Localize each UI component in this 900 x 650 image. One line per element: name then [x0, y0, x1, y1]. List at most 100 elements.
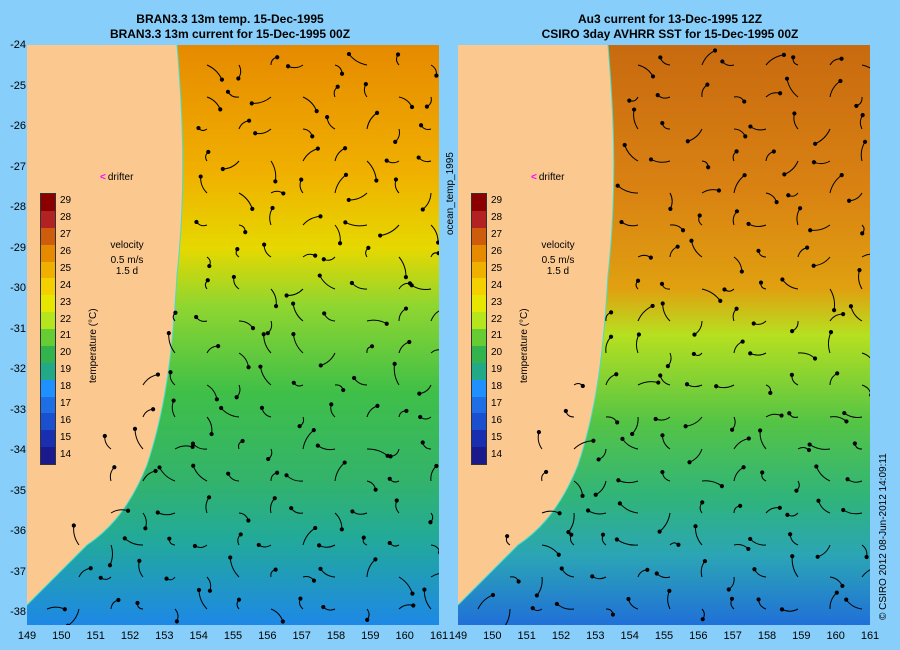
current-vector-head — [191, 463, 196, 468]
current-vector-head — [794, 488, 799, 493]
current-vector-head — [394, 498, 399, 503]
current-vector-head — [435, 240, 439, 245]
current-vector-head — [835, 371, 840, 376]
lon-tick-label: 152 — [120, 630, 140, 642]
current-vector-head — [734, 306, 739, 311]
current-vector-head — [530, 606, 535, 611]
current-vector-head — [231, 274, 236, 280]
lon-tick-label: 158 — [326, 630, 346, 642]
current-vector-head — [668, 206, 673, 211]
current-vector-head — [845, 477, 850, 482]
current-vector-head — [842, 410, 847, 416]
current-vector-head — [738, 503, 743, 508]
current-vector-head — [404, 408, 409, 414]
color-legend-right: 29 28 27 26 25 24 23 22 21 20 19 18 17 16 15 14 tempera… — [471, 193, 561, 473]
current-vector-head — [722, 287, 727, 292]
current-vector-head — [739, 269, 744, 274]
lon-tick-label: 158 — [757, 630, 777, 642]
legend-tick-label: 18 — [60, 381, 72, 393]
current-vector-head — [658, 373, 663, 378]
lon-tick-label: 160 — [826, 630, 845, 642]
lon-tick-label: 153 — [155, 630, 174, 642]
current-vector-head — [434, 73, 439, 78]
legend-tick-label: 25 — [60, 262, 72, 274]
lon-tick-label: 154 — [189, 630, 208, 642]
current-vector-head — [220, 166, 225, 172]
current-vector-head — [700, 617, 705, 622]
current-vector-head — [813, 141, 818, 146]
legend-tick-label: 20 — [491, 347, 503, 359]
current-vector-head — [155, 372, 161, 377]
current-vector-head — [342, 460, 347, 465]
legend-tick-label: 27 — [491, 229, 503, 241]
current-vector-head — [840, 583, 845, 589]
current-vector-head — [411, 603, 416, 608]
current-vector-head — [834, 590, 839, 595]
current-vector-head — [240, 438, 245, 444]
current-vector-head — [777, 505, 782, 510]
colorbar — [40, 193, 56, 465]
current-vector-head — [71, 523, 76, 528]
current-vector-head — [329, 402, 334, 407]
current-vector-head — [614, 537, 619, 542]
left-map — [27, 45, 439, 625]
legend-tick-label: 23 — [491, 296, 503, 308]
current-vector-head — [416, 155, 421, 160]
current-vector-head — [384, 158, 389, 163]
current-vector-head — [816, 498, 821, 503]
current-vector-head — [580, 383, 585, 389]
current-vector-head — [116, 597, 121, 603]
current-vector-head — [339, 527, 344, 532]
current-vector-head — [314, 109, 319, 114]
current-vector-head — [214, 397, 219, 402]
current-vector-head — [250, 326, 256, 331]
current-vector-head — [729, 596, 735, 601]
current-vector-head — [273, 567, 278, 572]
current-vector-head — [660, 120, 665, 126]
current-vector-head — [685, 139, 690, 144]
legend-tick-label: 22 — [491, 313, 503, 325]
current-vector-head — [373, 487, 378, 492]
current-vector-head — [273, 304, 279, 309]
current-vector-head — [534, 593, 539, 598]
current-vector-head — [811, 263, 816, 268]
current-vector-head — [392, 361, 397, 366]
current-vector-head — [317, 543, 322, 548]
lat-tick-label: -26 — [10, 120, 26, 132]
current-vector-head — [580, 493, 585, 498]
current-vector-head — [844, 419, 849, 424]
legend-tick-label: 29 — [60, 195, 72, 207]
current-vector-head — [125, 508, 131, 513]
current-vector-head — [660, 469, 665, 475]
current-vector-head — [420, 440, 425, 445]
current-vector-head — [291, 301, 296, 306]
current-vector-head — [341, 387, 346, 393]
current-vector-head — [854, 103, 859, 109]
current-vector-head — [234, 395, 239, 400]
current-vector-head — [615, 420, 620, 425]
current-vector-head — [219, 77, 225, 82]
legend-tick-label: 16 — [60, 414, 72, 426]
land-mass — [27, 45, 183, 605]
current-vector-head — [153, 468, 158, 474]
legend-tick-label: 17 — [491, 397, 503, 409]
current-vector-head — [741, 465, 746, 470]
current-vector-head — [758, 428, 763, 433]
current-vector-head — [844, 597, 849, 602]
current-vector-head — [258, 364, 263, 369]
current-vector-head — [608, 334, 614, 339]
right-title-line2: CSIRO 3day AVHRR SST for 15-Dec-1995 00Z — [541, 27, 799, 41]
current-vector-head — [174, 619, 179, 624]
current-vector-head — [692, 332, 697, 337]
lat-tick-label: -36 — [10, 525, 26, 537]
current-vector-head — [697, 213, 702, 218]
current-vector-head — [615, 183, 620, 188]
current-vector-head — [838, 78, 843, 84]
legend-tick-label: 18 — [491, 381, 503, 393]
current-vector-head — [434, 463, 439, 469]
lat-tick-label: -34 — [10, 444, 26, 456]
current-vector-head — [726, 587, 731, 592]
current-vector-head — [566, 530, 571, 535]
current-vector-head — [374, 178, 379, 183]
current-vector-head — [846, 198, 852, 203]
